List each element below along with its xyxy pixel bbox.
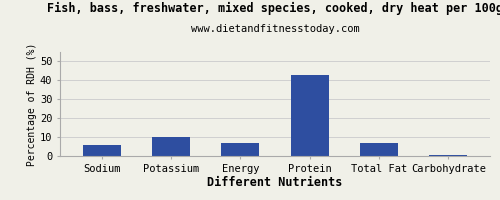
Text: Fish, bass, freshwater, mixed species, cooked, dry heat per 100g: Fish, bass, freshwater, mixed species, c… — [47, 2, 500, 15]
Bar — [82, 145, 120, 156]
Bar — [290, 75, 329, 156]
Bar — [360, 143, 398, 156]
Bar — [430, 155, 468, 156]
Y-axis label: Percentage of RDH (%): Percentage of RDH (%) — [27, 42, 37, 166]
Text: Different Nutrients: Different Nutrients — [208, 176, 342, 189]
Bar — [152, 137, 190, 156]
Text: www.dietandfitnesstoday.com: www.dietandfitnesstoday.com — [190, 24, 360, 34]
Bar — [222, 143, 260, 156]
